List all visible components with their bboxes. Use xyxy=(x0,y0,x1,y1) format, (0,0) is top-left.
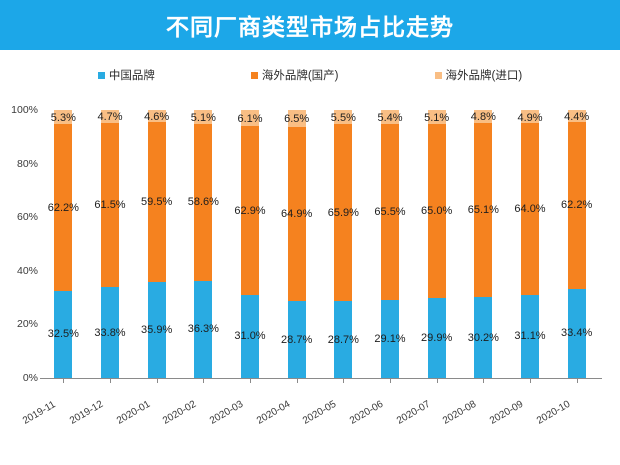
x-axis-tick-label: 2020-01 xyxy=(114,398,152,427)
bar-segment[interactable] xyxy=(427,297,446,378)
bar-segment[interactable] xyxy=(427,123,446,298)
bar-group[interactable]: 28.7% 65.9% 5.5% xyxy=(328,109,359,378)
bar-segment[interactable] xyxy=(241,126,259,295)
x-axis-tick-mark xyxy=(576,379,578,383)
bar-segment[interactable] xyxy=(147,122,166,282)
x-axis-tick-mark xyxy=(530,379,531,383)
y-axis: 0% 20% 40% 60% 80% 100% xyxy=(0,0,38,465)
bar-segment[interactable] xyxy=(521,110,539,124)
bar-group[interactable]: 36.3% 58.6% 5.1% xyxy=(188,110,219,378)
x-axis-tick-label: 2019-12 xyxy=(67,398,106,427)
bar-segment[interactable] xyxy=(101,122,119,288)
bar-group[interactable]: 31.1% 64.0% 4.9% xyxy=(514,110,546,378)
bar-segment[interactable] xyxy=(381,124,399,301)
x-axis-tick-label: 2020-04 xyxy=(254,398,292,427)
legend-swatch-icon xyxy=(250,71,258,79)
bar-segment[interactable] xyxy=(54,290,73,378)
x-axis-tick-mark xyxy=(483,379,485,383)
y-axis-tick-label: 20% xyxy=(16,318,38,331)
y-axis-tick-label: 40% xyxy=(16,264,38,277)
x-axis-tick-label: 2020-05 xyxy=(301,398,339,427)
y-axis-tick-label: 100% xyxy=(11,104,38,116)
plot-area: 32.5% 62.2% 5.3% 33.8% 61.5% 4.7% 35.9% 59.5% 4.… xyxy=(40,109,600,378)
bar-group[interactable]: 28.7% 64.9% 6.5% xyxy=(281,109,312,378)
legend-item-label: 海外品牌(国产) xyxy=(261,70,339,82)
y-axis-tick-label: 80% xyxy=(16,157,38,170)
x-axis-tick-mark xyxy=(203,379,205,383)
bar-segment[interactable] xyxy=(101,287,119,378)
bar-segment[interactable] xyxy=(567,288,586,378)
bar-segment[interactable] xyxy=(381,300,399,378)
bar-segment[interactable] xyxy=(287,127,306,302)
bar-segment[interactable] xyxy=(334,109,353,125)
x-axis-line xyxy=(40,378,602,379)
x-axis-tick-label: 2020-10 xyxy=(534,398,572,427)
bar-segment[interactable] xyxy=(474,297,493,378)
bar-segment[interactable] xyxy=(474,122,493,298)
x-axis-tick-mark xyxy=(296,379,298,383)
bar-segment[interactable] xyxy=(474,109,493,123)
bar-segment[interactable] xyxy=(147,281,166,378)
bar-group[interactable]: 33.8% 61.5% 4.7% xyxy=(94,110,126,378)
bar-segment[interactable] xyxy=(194,280,213,378)
bar-segment[interactable] xyxy=(147,110,166,123)
bar-segment[interactable] xyxy=(287,109,306,128)
bar-segment[interactable] xyxy=(521,123,539,295)
x-axis-tick-mark xyxy=(250,379,251,383)
bar-group[interactable]: 29.9% 65.0% 5.1% xyxy=(421,110,452,378)
legend-item-2[interactable]: 海外品牌(进口) xyxy=(434,67,523,83)
x-axis-tick-mark xyxy=(110,379,111,383)
chart-legend: 中国品牌 海外品牌(国产) 海外品牌(进口) xyxy=(0,64,620,86)
bar-segment[interactable] xyxy=(567,121,586,289)
bar-group[interactable]: 30.2% 65.1% 4.8% xyxy=(468,109,499,378)
x-axis-tick-label: 2020-02 xyxy=(161,398,199,427)
bar-segment[interactable] xyxy=(381,110,399,125)
bar-series-container: 32.5% 62.2% 5.3% 33.8% 61.5% 4.7% 35.9% 59.5% 4.… xyxy=(40,109,600,378)
x-axis-tick-label: 2020-09 xyxy=(487,398,526,427)
bar-group[interactable]: 29.1% 65.5% 5.4% xyxy=(374,110,406,378)
bar-segment[interactable] xyxy=(334,301,353,378)
bar-segment[interactable] xyxy=(101,110,119,123)
page-title: 不同厂商类型市场占比走势 xyxy=(166,14,454,40)
bar-group[interactable]: 35.9% 59.5% 4.6% xyxy=(141,110,172,378)
y-axis-tick-label: 0% xyxy=(22,372,38,384)
bar-segment[interactable] xyxy=(194,110,213,124)
bar-segment[interactable] xyxy=(427,110,446,124)
legend-swatch-icon xyxy=(434,71,442,79)
y-axis-tick-label: 60% xyxy=(16,211,38,224)
x-axis-tick-mark xyxy=(390,379,391,383)
legend-item-0[interactable]: 中国品牌 xyxy=(97,67,155,83)
bar-group[interactable]: 31.0% 62.9% 6.1% xyxy=(234,110,266,378)
x-axis-tick-mark xyxy=(63,379,65,383)
legend-item-label: 中国品牌 xyxy=(108,70,155,82)
legend-swatch-icon xyxy=(97,71,105,79)
x-axis-tick-label: 2020-07 xyxy=(394,398,432,427)
legend-item-label: 海外品牌(进口) xyxy=(445,70,523,82)
x-axis-tick-label: 2020-06 xyxy=(347,398,386,427)
legend-item-1[interactable]: 海外品牌(国产) xyxy=(250,67,339,83)
bar-group[interactable]: 33.4% 62.2% 4.4% xyxy=(561,110,592,378)
x-axis-tick-mark xyxy=(436,379,438,383)
title-bar: 不同厂商类型市场占比走势 xyxy=(0,0,620,50)
bar-group[interactable]: 32.5% 62.2% 5.3% xyxy=(48,110,79,378)
bar-segment[interactable] xyxy=(521,294,539,378)
bar-segment[interactable] xyxy=(54,110,73,125)
x-axis-tick-mark xyxy=(156,379,158,383)
x-axis-tick-label: 2020-08 xyxy=(441,398,479,427)
bar-segment[interactable] xyxy=(241,294,259,378)
bar-segment[interactable] xyxy=(241,110,259,127)
bar-segment[interactable] xyxy=(194,123,213,281)
x-axis-tick-label: 2020-03 xyxy=(207,398,246,427)
x-axis-tick-mark xyxy=(343,379,345,383)
bar-segment[interactable] xyxy=(334,124,353,302)
bar-segment[interactable] xyxy=(287,301,306,378)
bar-segment[interactable] xyxy=(54,124,73,291)
bar-segment[interactable] xyxy=(567,110,586,122)
